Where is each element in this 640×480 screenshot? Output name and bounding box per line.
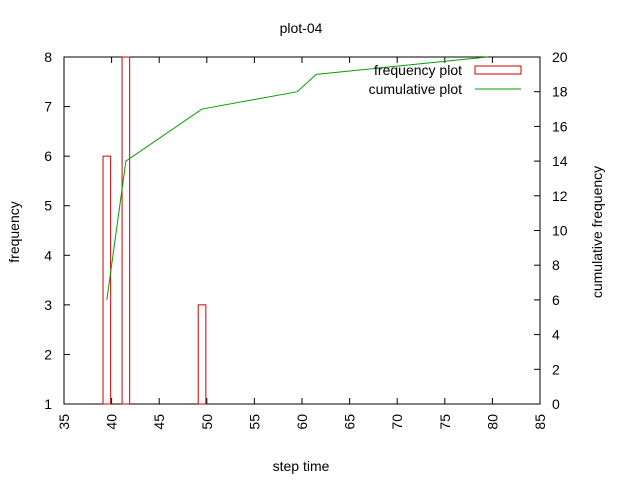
x-axis: 35 40 45 50 55 60 65 70 75 80 85 <box>56 57 548 430</box>
y2-tick-label: 12 <box>552 188 568 204</box>
legend-swatch-frequency <box>474 65 522 75</box>
y-tick-label: 1 <box>44 396 52 412</box>
y-tick-label: 8 <box>44 49 52 65</box>
frequency-bar <box>197 304 207 405</box>
y2-tick-label: 6 <box>552 292 560 308</box>
y2-tick-label: 20 <box>552 49 568 65</box>
y2-tick-label: 10 <box>552 223 568 239</box>
legend-label-frequency: frequency plot <box>374 62 462 78</box>
x-tick-label: 80 <box>484 414 500 430</box>
y2-tick-label: 18 <box>552 84 568 100</box>
y2-tick-label: 14 <box>552 153 568 169</box>
y-axis-left: 1 2 3 4 5 6 7 8 <box>44 49 70 412</box>
y-tick-label: 2 <box>44 346 52 362</box>
plot-area <box>63 56 541 405</box>
y2-axis-label: cumulative frequency <box>589 166 605 298</box>
legend-label-cumulative: cumulative plot <box>369 81 462 97</box>
x-tick-label: 40 <box>104 414 120 430</box>
x-tick-label: 70 <box>389 414 405 430</box>
x-tick-label: 75 <box>437 414 453 430</box>
y2-tick-label: 16 <box>552 118 568 134</box>
y2-tick-label: 2 <box>552 361 560 377</box>
y2-tick-label: 8 <box>552 257 560 273</box>
frequency-bar <box>102 155 112 405</box>
y2-tick-label: 4 <box>552 327 560 343</box>
x-tick-label: 50 <box>199 414 215 430</box>
x-tick-label: 55 <box>246 414 262 430</box>
legend: frequency plot cumulative plot <box>369 62 522 97</box>
y-tick-label: 3 <box>44 297 52 313</box>
x-axis-label: step time <box>273 458 330 474</box>
x-tick-label: 85 <box>532 414 548 430</box>
y-axis-label: frequency <box>6 201 22 262</box>
frequency-bar <box>121 56 131 405</box>
y-tick-label: 5 <box>44 198 52 214</box>
y-tick-label: 7 <box>44 99 52 115</box>
y-tick-label: 6 <box>44 148 52 164</box>
x-tick-label: 45 <box>151 414 167 430</box>
y2-tick-label: 0 <box>552 396 560 412</box>
x-tick-label: 65 <box>342 414 358 430</box>
cumulative-line <box>106 56 488 300</box>
chart-title: plot-04 <box>280 20 323 36</box>
x-tick-label: 35 <box>56 414 72 430</box>
x-tick-label: 60 <box>294 414 310 430</box>
frequency-bars <box>102 56 207 405</box>
y-tick-label: 4 <box>44 247 52 263</box>
y-axis-right: 0 2 4 6 8 10 12 14 16 18 20 <box>534 49 568 412</box>
cumulative-line-group <box>106 56 488 300</box>
plot-frame <box>63 56 541 405</box>
